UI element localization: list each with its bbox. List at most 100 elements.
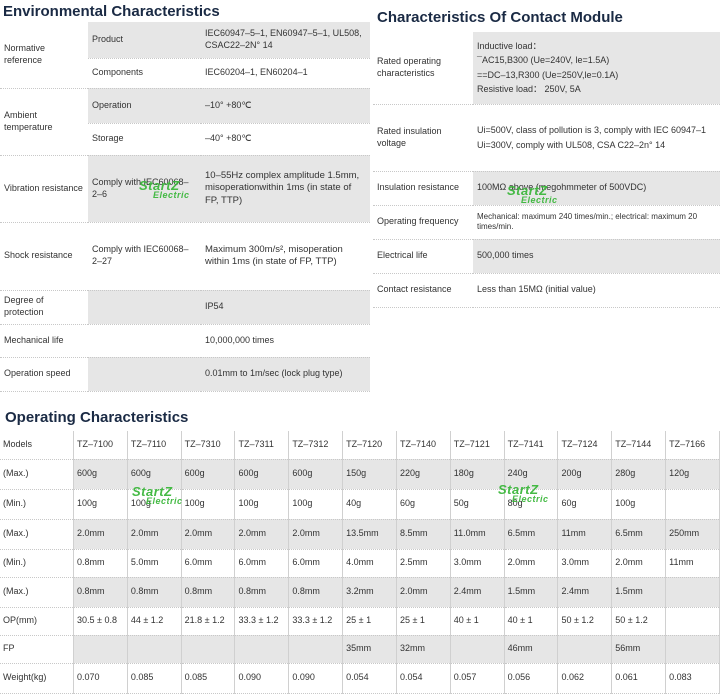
operating-cell: 100g — [611, 489, 667, 519]
contact-val-electrical-life: 500,000 times — [473, 239, 720, 274]
operating-cell: 2.0mm — [181, 519, 236, 549]
operating-cell: 6.0mm — [288, 549, 344, 577]
operating-cell: 0.057 — [450, 663, 505, 693]
operating-row-label: OP(mm) — [0, 607, 74, 635]
operating-row: (Max.) 600g 600g 600g 600g 600g 150g 220g 180g 24… — [0, 459, 720, 489]
contact-label-rated-insulation: Rated insulation voltage — [373, 104, 473, 172]
contact-val-rated-operating: Inductive load： ¯AC15,B300 (Ue=240V, le=… — [473, 32, 720, 105]
contact-title: Characteristics Of Contact Module — [377, 9, 623, 26]
operating-cell: 600g — [288, 459, 344, 489]
env-sub-shock: Comply with IEC60068–2–27 — [88, 222, 201, 291]
operating-cell: 0.8mm — [181, 577, 236, 607]
operating-row: (Min.) 100g 100g 100g 100g 100g 40g 60g 50g 80g 60… — [0, 489, 720, 519]
operating-cell: 3.0mm — [557, 549, 613, 577]
operating-cell: 35mm — [342, 635, 397, 663]
contact-val-insulation-resistance: 100MΩ above (megohmmeter of 500VDC) — [473, 171, 720, 206]
operating-cell: 30.5 ± 0.8 — [73, 607, 128, 635]
operating-cell: 2.0mm — [73, 519, 128, 549]
env-val-mechanical-life: 10,000,000 times — [201, 324, 370, 358]
operating-cell: 46mm — [504, 635, 559, 663]
contact-label-contact-resistance: Contact resistance — [373, 273, 473, 308]
operating-cell: 0.085 — [181, 663, 236, 693]
operating-cell: 2.0mm — [611, 549, 667, 577]
operating-cell: 25 ± 1 — [396, 607, 451, 635]
operating-cell: 200g — [557, 459, 613, 489]
operating-cell: 100g — [234, 489, 290, 519]
environmental-title: Environmental Characteristics — [3, 3, 220, 20]
operating-cell: TZ–7140 — [396, 431, 451, 459]
operating-cell: 21.8 ± 1.2 — [181, 607, 236, 635]
environmental-table: Normative reference Product IEC60947–5–1… — [0, 22, 370, 392]
operating-cell: 100g — [181, 489, 236, 519]
operating-cell: 1.5mm — [611, 577, 667, 607]
operating-cell: 44 ± 1.2 — [127, 607, 182, 635]
rated-insulation-line-1: Ui=500V, class of pollution is 3, comply… — [477, 125, 707, 136]
env-label-shock: Shock resistance — [0, 222, 88, 291]
operating-cell: 0.090 — [234, 663, 290, 693]
operating-cell: 2.0mm — [396, 577, 451, 607]
rated-operating-line-2: ¯AC15,B300 (Ue=240V, le=1.5A) — [477, 55, 610, 66]
env-val-storage: –40° +80℃ — [201, 123, 370, 156]
env-label-operation-speed: Operation speed — [0, 357, 88, 392]
operating-cell: 220g — [396, 459, 451, 489]
env-val-operation: –10° +80℃ — [201, 88, 370, 124]
operating-cell: 0.085 — [127, 663, 182, 693]
operating-cell: TZ–7312 — [288, 431, 344, 459]
operating-cell: 2.4mm — [450, 577, 505, 607]
operating-cell: 3.0mm — [450, 549, 505, 577]
operating-cell: 250mm — [665, 519, 720, 549]
operating-row-label: (Max.) — [0, 459, 74, 489]
rated-operating-line-4: Resistive load： 250V, 5A — [477, 84, 581, 95]
operating-cell — [557, 635, 613, 663]
operating-cell: 40 ± 1 — [450, 607, 505, 635]
operating-cell: 32mm — [396, 635, 451, 663]
operating-cell: 120g — [665, 459, 720, 489]
rated-insulation-line-2: Ui=300V, comply with UL508, CSA C22–2n° … — [477, 139, 666, 150]
operating-cell: 280g — [611, 459, 667, 489]
operating-cell: 6.0mm — [181, 549, 236, 577]
env-val-operation-speed: 0.01mm to 1m/sec (lock plug type) — [201, 357, 370, 392]
operating-row: (Max.) 2.0mm 2.0mm 2.0mm 2.0mm 2.0mm 13.5mm 8.5… — [0, 519, 720, 549]
operating-cell: 0.054 — [396, 663, 451, 693]
operating-row: (Min.) 0.8mm 5.0mm 6.0mm 6.0mm 6.0mm 4.0mm 2.5m… — [0, 549, 720, 577]
operating-cell: 2.4mm — [557, 577, 613, 607]
contact-val-contact-resistance: Less than 15MΩ (initial value) — [473, 273, 720, 308]
operating-cell: 2.0mm — [288, 519, 344, 549]
contact-label-electrical-life: Electrical life — [373, 239, 473, 274]
operating-row: FP 35mm 32mm 46mm 56mm — [0, 635, 720, 663]
operating-cell: 0.8mm — [127, 577, 182, 607]
operating-cell: 11.0mm — [450, 519, 505, 549]
operating-cell: TZ–7120 — [342, 431, 397, 459]
env-sub-operation: Operation — [88, 88, 201, 124]
operating-cell — [288, 635, 344, 663]
operating-cell: TZ–7144 — [611, 431, 667, 459]
operating-cell: 0.083 — [665, 663, 720, 693]
env-sub-operation-speed — [88, 357, 201, 392]
operating-cell: 56mm — [611, 635, 667, 663]
env-sub-product: Product — [88, 22, 201, 59]
operating-cell — [665, 577, 720, 607]
operating-cell: 25 ± 1 — [342, 607, 397, 635]
operating-cell — [665, 489, 720, 519]
contact-val-operating-frequency: Mechanical: maximum 240 times/min.; elec… — [473, 205, 720, 240]
operating-row: Weight(kg) 0.070 0.085 0.085 0.090 0.090 0.054… — [0, 663, 720, 693]
operating-cell: TZ–7121 — [450, 431, 505, 459]
operating-cell: 0.8mm — [234, 577, 290, 607]
operating-cell — [181, 635, 236, 663]
operating-cell: 150g — [342, 459, 397, 489]
contact-label-operating-frequency: Operating frequency — [373, 205, 473, 240]
operating-cell: 0.090 — [288, 663, 344, 693]
operating-cell: 40 ± 1 — [504, 607, 559, 635]
operating-cell: 4.0mm — [342, 549, 397, 577]
operating-row-label: Weight(kg) — [0, 663, 74, 693]
env-val-shock: Maximum 300m/s², misoperation within 1ms… — [201, 222, 370, 291]
operating-row: (Max.) 0.8mm 0.8mm 0.8mm 0.8mm 0.8mm 3.2mm 2.0m… — [0, 577, 720, 607]
operating-cell: 5.0mm — [127, 549, 182, 577]
operating-cell: 6.5mm — [611, 519, 667, 549]
operating-cell: 50 ± 1.2 — [611, 607, 667, 635]
operating-cell: 0.056 — [504, 663, 559, 693]
operating-cell: 60g — [396, 489, 451, 519]
operating-cell: 0.062 — [557, 663, 613, 693]
operating-cell: 100g — [73, 489, 128, 519]
operating-cell: 80g — [504, 489, 559, 519]
